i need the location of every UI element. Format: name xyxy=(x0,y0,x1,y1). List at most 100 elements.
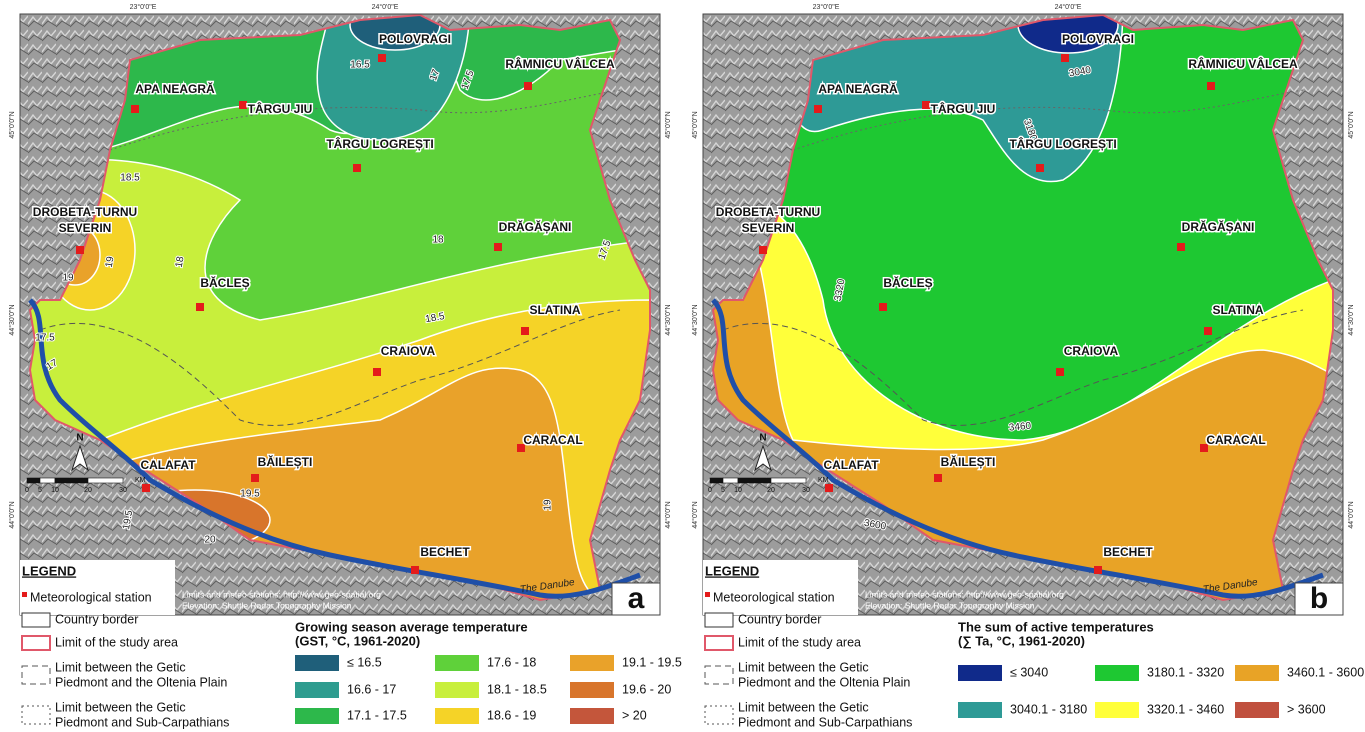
contour-label: 18.5 xyxy=(424,311,446,325)
scale-segment xyxy=(54,477,89,484)
station-label: BĂILEȘTI xyxy=(258,454,313,469)
map-frame xyxy=(702,13,1344,616)
class-legend-title: (∑ Ta, °C, 1961-2020) xyxy=(958,633,1085,648)
scale-label: 30 xyxy=(802,487,810,494)
station-marker xyxy=(1177,243,1185,251)
map-frame xyxy=(19,13,661,616)
station-label: BECHET xyxy=(1103,545,1153,559)
legend-label: Limit between the Getic xyxy=(55,700,186,714)
legend-label: Limit of the study area xyxy=(738,635,861,649)
coordinate-label: 44°0'0"N xyxy=(8,501,16,528)
station-label: TÂRGU LOGREȘTI xyxy=(326,136,433,151)
legend-label: Piedmont and Sub-Carpathians xyxy=(738,715,912,729)
class-swatch xyxy=(435,682,479,698)
station-label: APA NEAGRĂ xyxy=(135,81,215,96)
contour-label: 3040 xyxy=(1068,65,1092,80)
class-label: > 20 xyxy=(622,708,647,722)
scale-label: 20 xyxy=(767,487,775,494)
class-label: > 3600 xyxy=(1287,702,1326,716)
class-label: 3180.1 - 3320 xyxy=(1147,665,1224,679)
station-label: RÂMNICU VÂLCEA xyxy=(505,56,615,71)
class-swatch xyxy=(435,708,479,724)
station-label: TÂRGU JIU xyxy=(931,101,996,116)
legend-label: Piedmont and the Oltenia Plain xyxy=(738,675,910,689)
coordinate-label: 23°0'0"E xyxy=(130,3,157,11)
legend-label: Piedmont and the Oltenia Plain xyxy=(55,675,227,689)
scale-label: 0 xyxy=(708,487,712,494)
station-label: SEVERIN xyxy=(742,221,795,235)
legend-symbol xyxy=(21,705,51,725)
coordinate-label: 44°0'0"N xyxy=(664,501,672,528)
class-swatch xyxy=(570,682,614,698)
north-label: N xyxy=(76,433,83,444)
legend-label: Limit of the study area xyxy=(55,635,178,649)
coordinate-label: 44°30'0"N xyxy=(691,304,699,335)
legend-label: Meteorological station xyxy=(713,590,835,604)
station-label: POLOVRAGI xyxy=(379,32,451,46)
station-marker xyxy=(239,101,247,109)
class-label: 18.6 - 19 xyxy=(487,708,536,722)
contour-label: 16.5 xyxy=(350,60,370,71)
station-label: POLOVRAGI xyxy=(1062,32,1134,46)
contour-label: 18 xyxy=(174,255,187,268)
station-marker xyxy=(1036,164,1044,172)
scale-label: 30 xyxy=(119,487,127,494)
class-legend-title: The sum of active temperatures xyxy=(958,619,1154,634)
coordinate-label: 44°30'0"N xyxy=(1347,304,1355,335)
north-arrow xyxy=(754,444,772,472)
station-label: BECHET xyxy=(420,545,470,559)
class-label: 19.1 - 19.5 xyxy=(622,655,682,669)
legend-symbol xyxy=(704,635,734,651)
class-swatch xyxy=(295,655,339,671)
north-arrow xyxy=(71,444,89,472)
station-label: DROBETA-TURNU xyxy=(716,205,820,219)
legend-label: Country border xyxy=(55,612,138,626)
station-label: DROBETA-TURNU xyxy=(33,205,137,219)
station-label: CRAIOVA xyxy=(1064,344,1119,358)
coordinate-label: 24°0'0"E xyxy=(372,3,399,11)
station-marker xyxy=(378,54,386,62)
panel-letter: b xyxy=(1310,582,1328,615)
class-label: 19.6 - 20 xyxy=(622,682,671,696)
contour-label: 19 xyxy=(62,273,74,284)
station-marker xyxy=(814,105,822,113)
class-swatch xyxy=(570,708,614,724)
class-swatch xyxy=(958,702,1002,718)
legend-label: Limit between the Getic xyxy=(738,700,869,714)
contour-label: 17 xyxy=(428,68,442,83)
scale-segment xyxy=(87,477,124,484)
contour-label: 17.5 xyxy=(35,333,55,344)
station-marker xyxy=(1061,54,1069,62)
contour-label: 20 xyxy=(204,535,216,546)
study-limit xyxy=(711,13,1334,602)
class-swatch xyxy=(570,655,614,671)
coordinate-label: 45°0'0"N xyxy=(1347,111,1355,138)
station-label: TÂRGU LOGREȘTI xyxy=(1009,136,1116,151)
getic-plain-limit xyxy=(39,309,621,426)
class-swatch xyxy=(1235,665,1279,681)
contour-label: 19 xyxy=(543,499,554,511)
getic-plain-limit xyxy=(722,309,1304,426)
station-label: CRAIOVA xyxy=(381,344,436,358)
contour-label: 3600 xyxy=(863,518,887,533)
legend-label: Limit between the Getic xyxy=(738,660,869,674)
station-marker xyxy=(1094,566,1102,574)
contour-label: 3320 xyxy=(833,278,848,302)
station-marker xyxy=(494,243,502,251)
class-legend-title: Growing season average temperature xyxy=(295,619,528,634)
source-text: Limits and meteo stations: http://www.ge… xyxy=(182,589,381,599)
class-label: 18.1 - 18.5 xyxy=(487,682,547,696)
source-text: Elevation: Shuttle Radar Topography Miss… xyxy=(865,600,1035,610)
class-swatch xyxy=(435,655,479,671)
class-swatch xyxy=(1235,702,1279,718)
station-marker xyxy=(373,368,381,376)
station-marker xyxy=(196,303,204,311)
station-label: CARACAL xyxy=(1206,433,1265,447)
legend-symbol xyxy=(21,612,51,628)
class-label: 3040.1 - 3180 xyxy=(1010,702,1087,716)
legend-symbol xyxy=(21,635,51,651)
station-marker xyxy=(1056,368,1064,376)
legend-label: Country border xyxy=(738,612,821,626)
panel-letter-box xyxy=(611,582,661,616)
station-label: BĂCLEȘ xyxy=(883,275,932,290)
